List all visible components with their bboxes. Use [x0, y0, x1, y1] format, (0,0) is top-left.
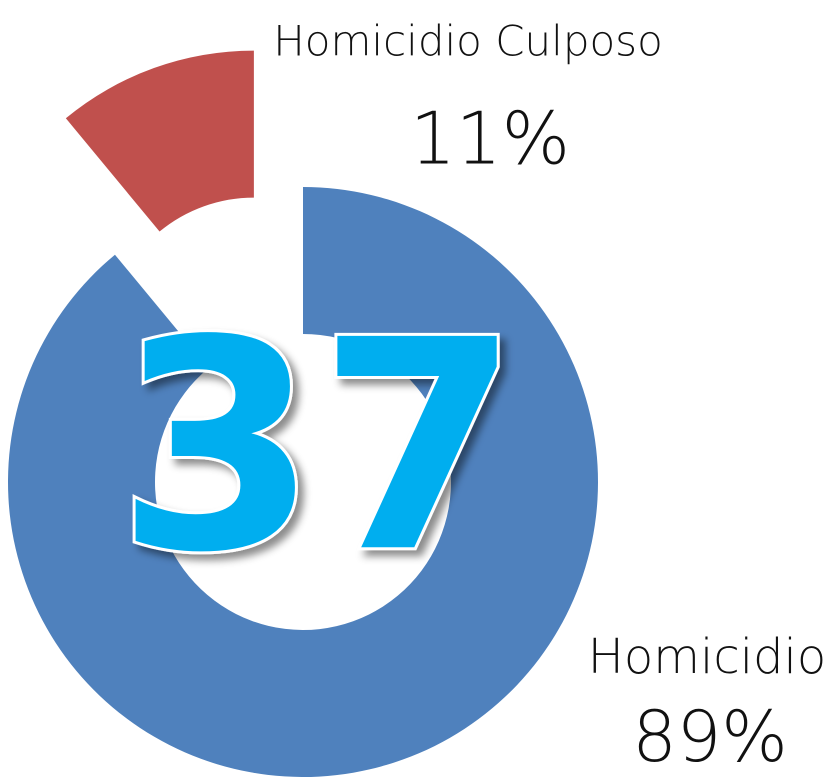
value-label: 89% — [632, 696, 788, 778]
slices — [7, 50, 598, 777]
slice — [65, 50, 254, 232]
value-label: 11% — [410, 97, 570, 181]
center-label: 37 — [116, 279, 520, 616]
slice — [7, 187, 598, 777]
category-label: Homicidio Culposo — [273, 17, 663, 66]
category-label: Homicidio — [588, 629, 826, 685]
